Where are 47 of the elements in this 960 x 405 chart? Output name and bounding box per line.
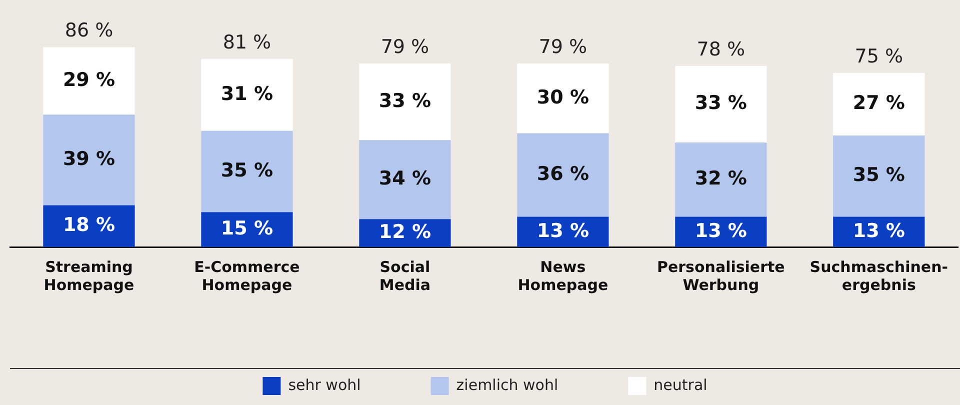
data-label: 33 %: [378, 90, 431, 112]
data-label: 35 %: [220, 159, 274, 182]
data-label: 32 %: [694, 168, 747, 190]
data-label: 31 %: [220, 82, 274, 105]
bar: [675, 66, 767, 142]
x-tick-label: Social Media: [379, 258, 431, 294]
bar: [201, 58, 293, 131]
data-label: 35 %: [852, 164, 905, 186]
data-label: 27 %: [852, 92, 905, 114]
data-label: 13 %: [536, 220, 589, 242]
x-tick-label: E-Commerce Homepage: [194, 258, 300, 294]
data-label: 15 %: [220, 218, 274, 240]
data-label: 13 %: [852, 220, 905, 242]
total-label: 86 %: [64, 20, 114, 42]
data-label: 30 %: [536, 86, 589, 108]
bar: [675, 142, 767, 217]
bar: [833, 72, 925, 136]
bar: [833, 136, 925, 217]
bar: [359, 64, 451, 140]
data-label: 36 %: [536, 162, 589, 185]
data-label: 29 %: [62, 68, 116, 91]
legend-label: ziemlich wohl: [456, 376, 558, 394]
legend-label: sehr wohl: [288, 376, 361, 394]
data-label: 34 %: [378, 168, 431, 190]
x-tick-label: Personalisierte Werbung: [656, 258, 785, 294]
data-label: 33 %: [694, 92, 747, 114]
data-label: 18 %: [62, 214, 116, 236]
total-label: 81 %: [222, 31, 272, 54]
total-label: 78 %: [696, 38, 746, 60]
total-label: 75 %: [854, 45, 904, 68]
bar: [201, 212, 293, 247]
x-tick-label: Streaming Homepage: [44, 258, 134, 294]
data-label: 12 %: [378, 221, 431, 244]
x-tick-label: News Homepage: [518, 258, 608, 294]
x-tick-label: Suchmaschinen-ergebnis: [810, 258, 948, 294]
data-label: 13 %: [694, 220, 747, 242]
total-label: 79 %: [380, 36, 430, 58]
legend-label: neutral: [654, 376, 708, 394]
bar: [359, 140, 451, 220]
bar: [517, 64, 609, 134]
bar: [43, 114, 135, 206]
bar: [201, 130, 293, 212]
data-label: 39 %: [62, 148, 116, 170]
bar: [43, 205, 135, 247]
total-label: 79 %: [538, 36, 588, 58]
bar: [43, 47, 135, 115]
bar: [517, 133, 609, 217]
